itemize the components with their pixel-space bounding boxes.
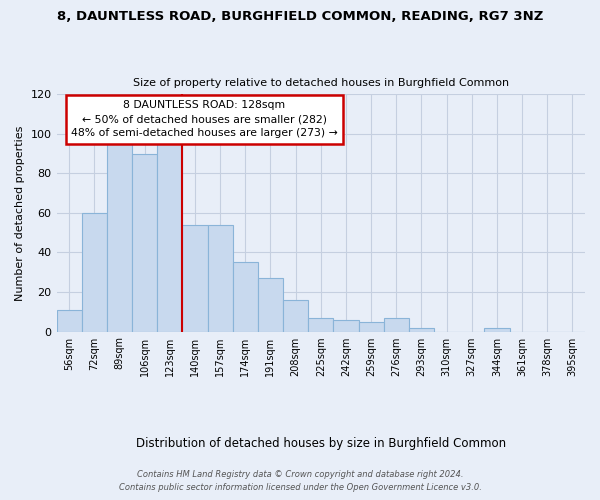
Bar bbox=[334, 320, 359, 332]
Bar bbox=[258, 278, 283, 332]
Bar bbox=[157, 142, 182, 332]
Bar bbox=[107, 134, 132, 332]
X-axis label: Distribution of detached houses by size in Burghfield Common: Distribution of detached houses by size … bbox=[136, 437, 506, 450]
Bar bbox=[283, 300, 308, 332]
Title: Size of property relative to detached houses in Burghfield Common: Size of property relative to detached ho… bbox=[133, 78, 509, 88]
Bar bbox=[82, 213, 107, 332]
Text: Contains HM Land Registry data © Crown copyright and database right 2024.
Contai: Contains HM Land Registry data © Crown c… bbox=[119, 470, 481, 492]
Bar bbox=[182, 225, 208, 332]
Bar bbox=[409, 328, 434, 332]
Text: 8, DAUNTLESS ROAD, BURGHFIELD COMMON, READING, RG7 3NZ: 8, DAUNTLESS ROAD, BURGHFIELD COMMON, RE… bbox=[57, 10, 543, 23]
Bar bbox=[208, 225, 233, 332]
Bar bbox=[359, 322, 383, 332]
Bar bbox=[383, 318, 409, 332]
Text: 8 DAUNTLESS ROAD: 128sqm
← 50% of detached houses are smaller (282)
48% of semi-: 8 DAUNTLESS ROAD: 128sqm ← 50% of detach… bbox=[71, 100, 338, 138]
Bar bbox=[308, 318, 334, 332]
Bar bbox=[56, 310, 82, 332]
Bar bbox=[233, 262, 258, 332]
Bar bbox=[484, 328, 509, 332]
Y-axis label: Number of detached properties: Number of detached properties bbox=[15, 125, 25, 300]
Bar bbox=[132, 154, 157, 332]
